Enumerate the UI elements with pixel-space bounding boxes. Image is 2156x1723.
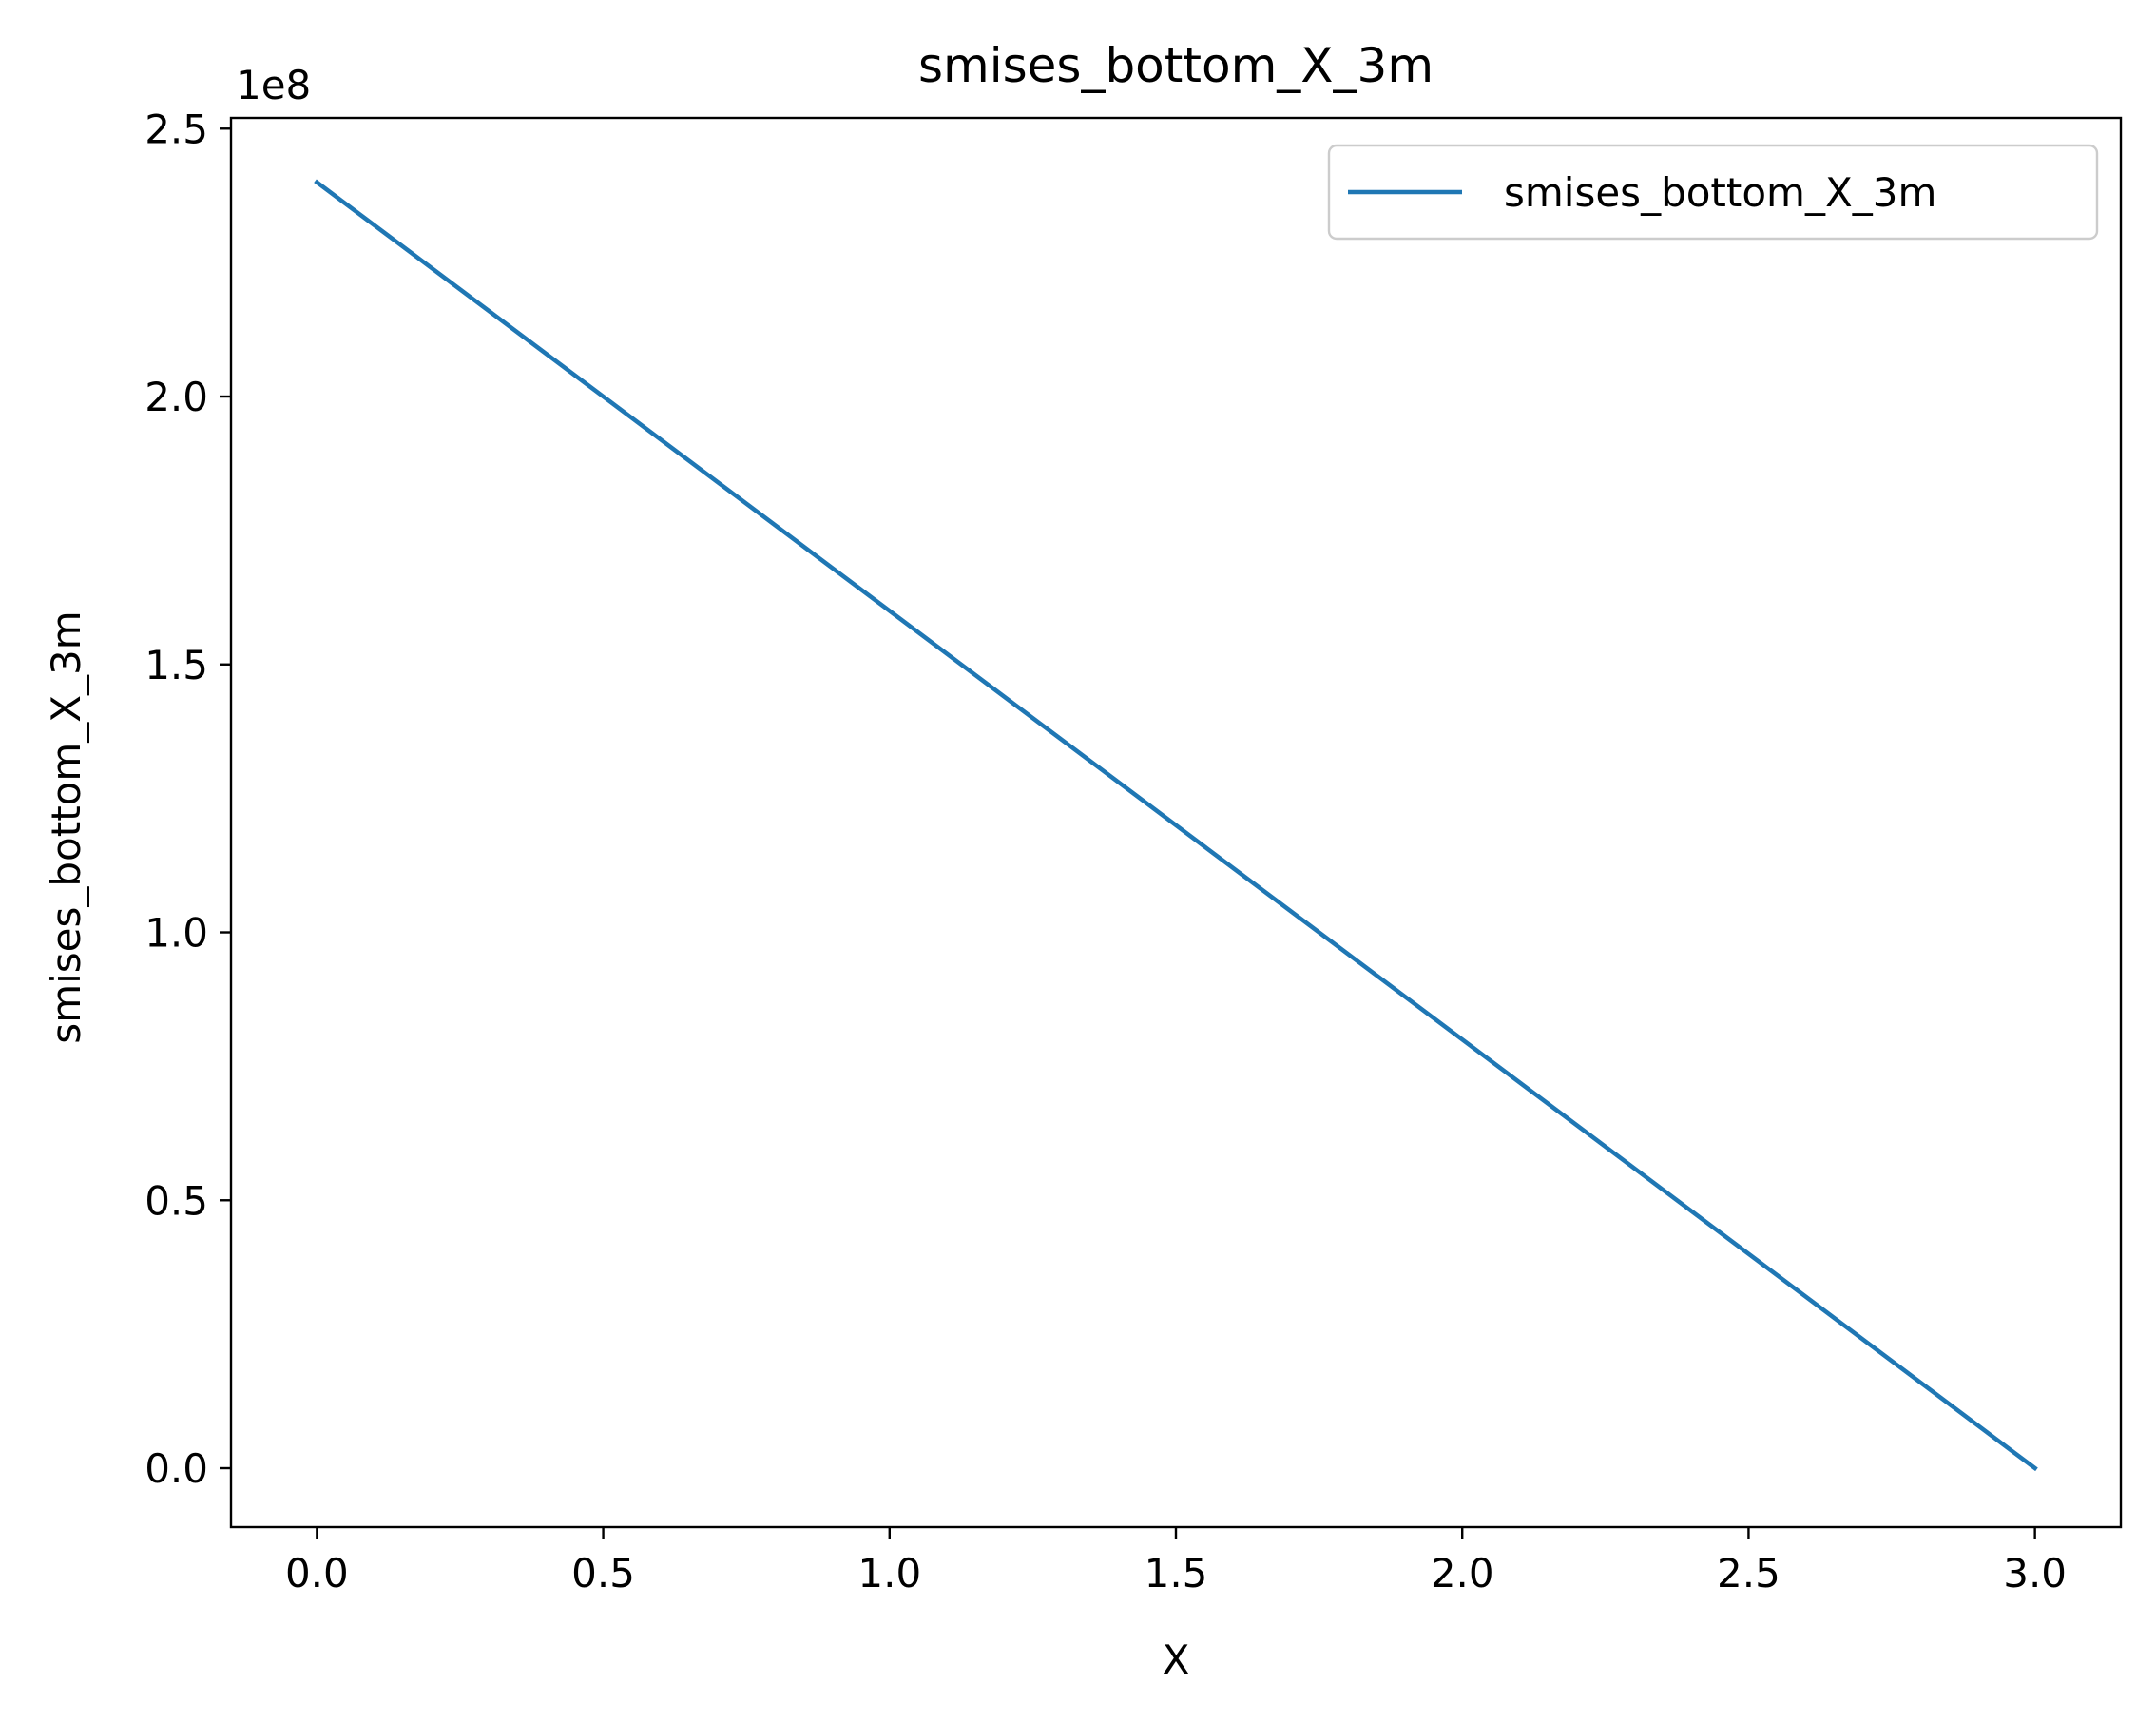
y-axis-offset-label: 1e8 (236, 62, 311, 108)
legend-entry-label: smises_bottom_X_3m (1504, 169, 1936, 216)
x-axis-label: X (1163, 1636, 1190, 1683)
x-tick-label: 1.5 (1145, 1550, 1208, 1597)
y-axis-label: smises_bottom_X_3m (43, 610, 89, 1043)
chart-title: smises_bottom_X_3m (918, 38, 1434, 93)
x-axis: 0.0 0.5 1.0 1.5 2.0 2.5 3.0 (285, 1527, 2067, 1597)
y-tick-label: 0.0 (144, 1445, 208, 1492)
y-tick-label: 2.0 (144, 374, 208, 420)
y-tick-label: 1.5 (144, 642, 208, 688)
series-line (314, 179, 2038, 1472)
x-tick-label: 1.0 (857, 1550, 921, 1597)
x-tick-label: 0.5 (571, 1550, 635, 1597)
y-tick-label: 0.5 (144, 1177, 208, 1224)
y-tick-label: 1.0 (144, 910, 208, 957)
series-layer (314, 179, 2038, 1472)
legend: smises_bottom_X_3m (1327, 144, 2099, 241)
x-tick-label: 2.0 (1431, 1550, 1494, 1597)
x-tick-label: 0.0 (285, 1550, 349, 1597)
x-tick-label: 3.0 (2003, 1550, 2067, 1597)
legend-box (1327, 144, 2099, 241)
y-axis: 0.0 0.5 1.0 1.5 2.0 2.5 (144, 106, 231, 1492)
y-tick-label: 2.5 (144, 106, 208, 152)
x-tick-label: 2.5 (1717, 1550, 1781, 1597)
